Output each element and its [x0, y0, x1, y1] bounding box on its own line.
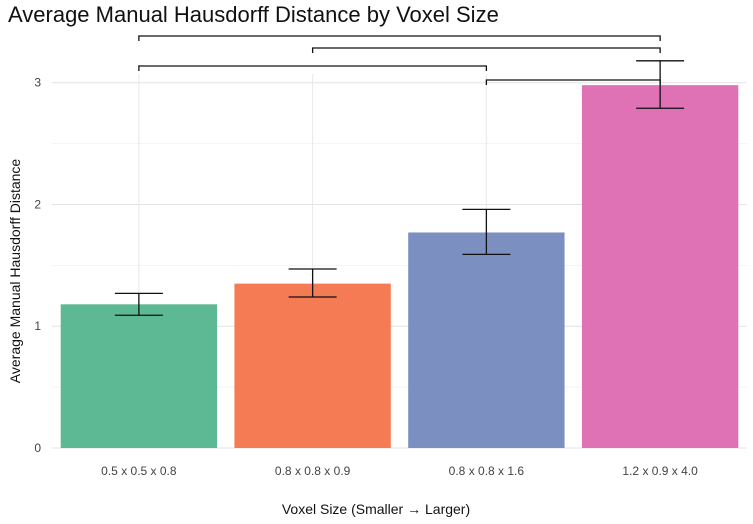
bars [60, 85, 739, 448]
significance-bracket [138, 35, 661, 41]
x-tick-label: 0.5 x 0.5 x 0.8 [101, 464, 177, 478]
x-tick-labels: 0.5 x 0.5 x 0.8 0.8 x 0.8 x 0.9 0.8 x 0.8 … [101, 464, 698, 478]
significance-brackets [138, 35, 661, 85]
significance-bracket [138, 65, 488, 71]
error-bars [114, 60, 685, 316]
significance-bracket [311, 47, 661, 53]
bar [234, 283, 391, 448]
y-tick-label: 2 [34, 197, 41, 211]
x-tick-label: 0.8 x 0.8 x 1.6 [449, 464, 525, 478]
bar [408, 232, 565, 448]
significance-bracket [485, 79, 661, 85]
bar [60, 304, 218, 448]
y-tick-label: 1 [34, 319, 41, 333]
x-axis-label: Voxel Size (Smaller → Larger) [282, 501, 470, 517]
x-tick-label: 1.2 x 0.9 x 4.0 [622, 464, 698, 478]
y-tick-labels: 0 1 2 3 [34, 76, 41, 455]
chart-title: Average Manual Hausdorff Distance by Vox… [8, 2, 499, 27]
y-tick-label: 0 [34, 441, 41, 455]
bar [581, 85, 739, 448]
x-tick-label: 0.8 x 0.8 x 0.9 [275, 464, 351, 478]
y-axis-label: Average Manual Hausdorff Distance [7, 159, 23, 384]
y-tick-label: 3 [34, 76, 41, 90]
